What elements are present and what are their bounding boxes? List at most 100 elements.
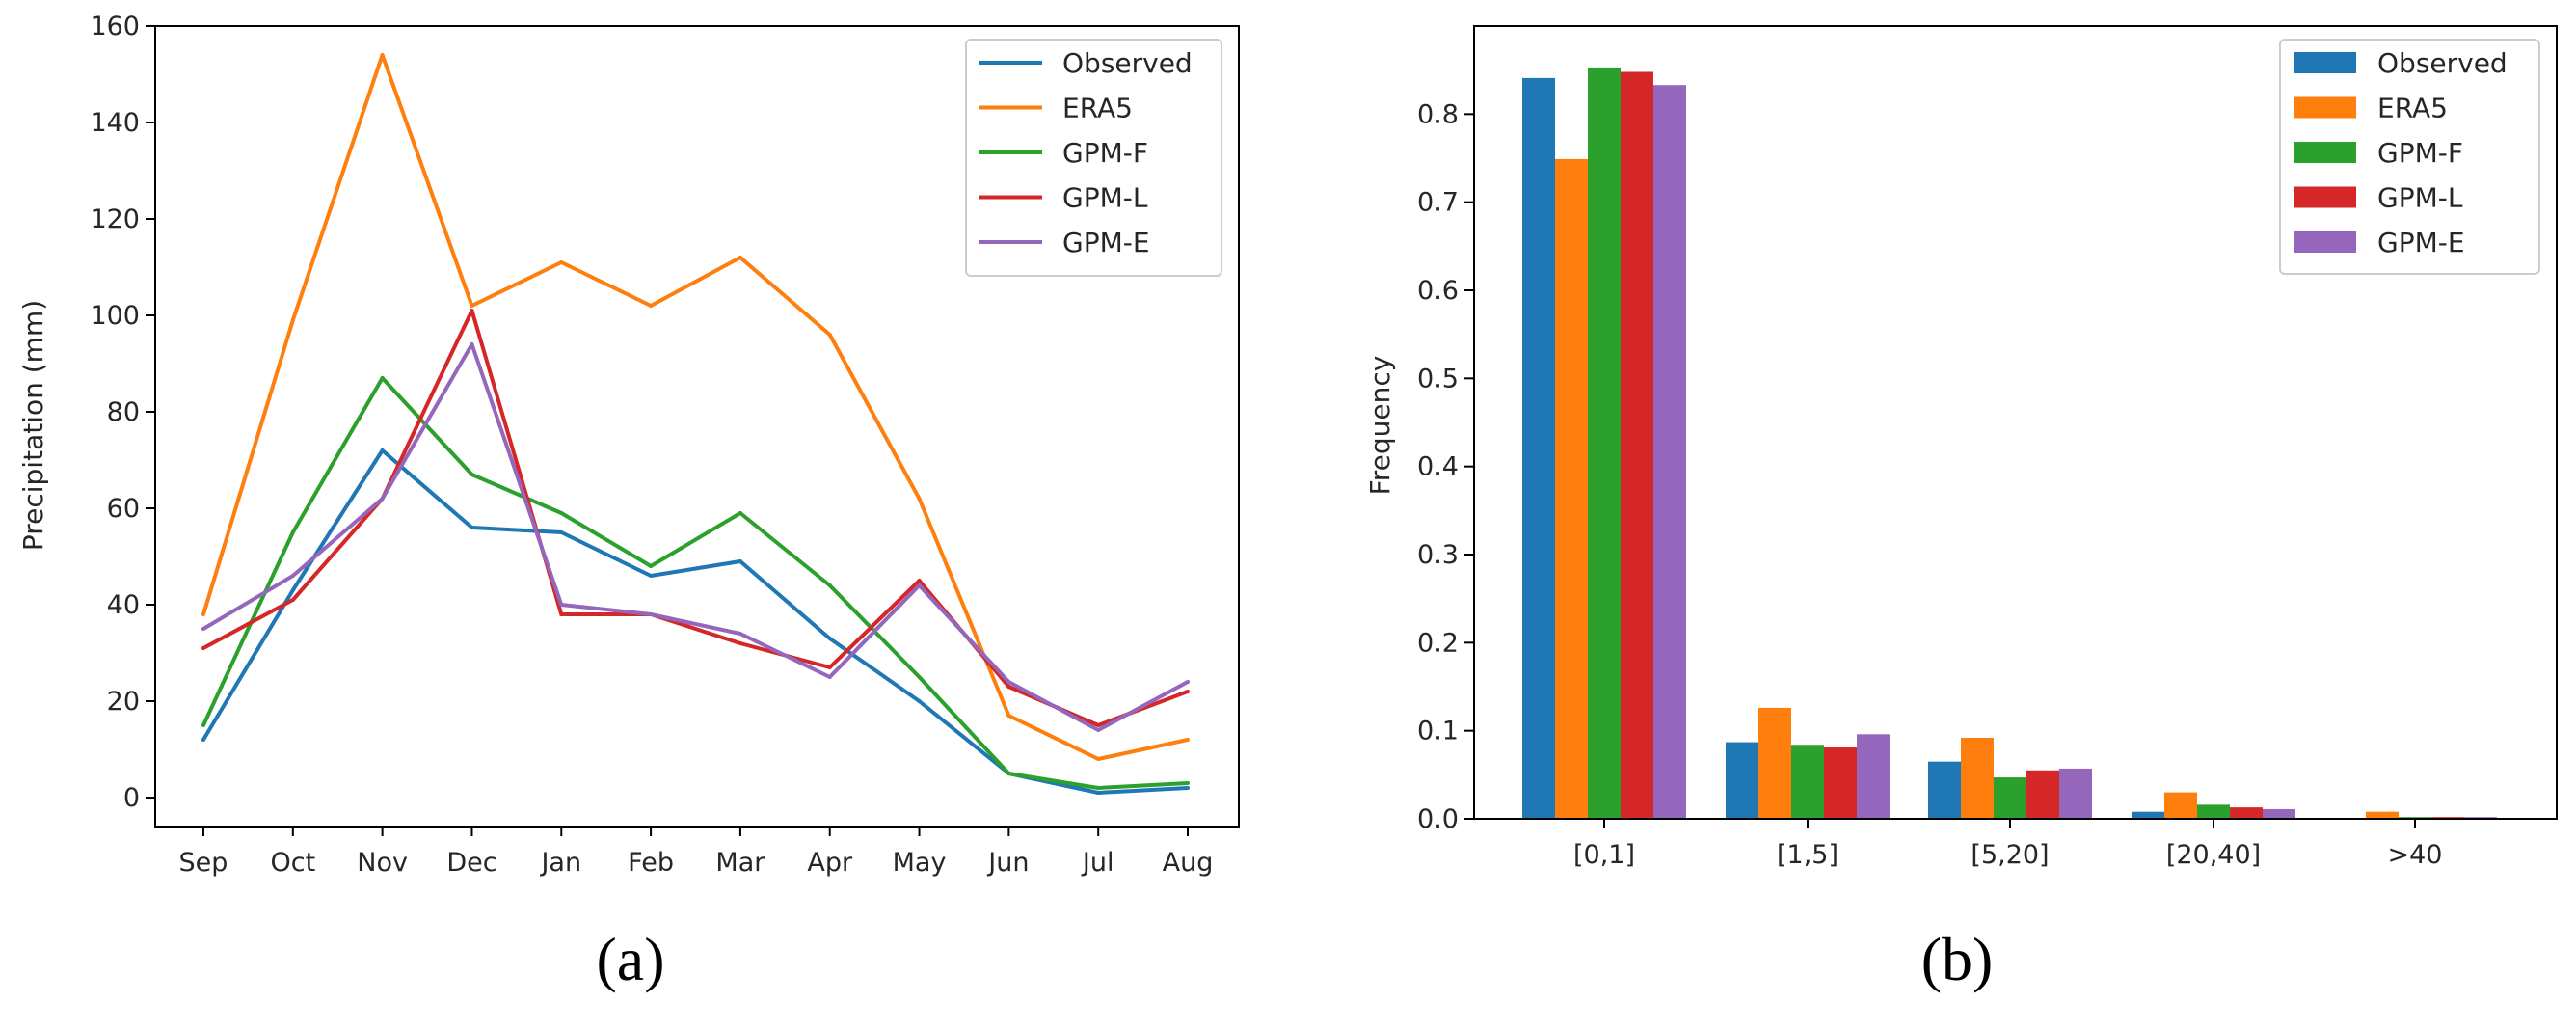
chart-b-legend-swatch <box>2294 52 2356 73</box>
chart-a-x-tick-label: May <box>893 848 947 878</box>
chart-b-legend-swatch <box>2294 96 2356 119</box>
chart-a-x-tick-label: Jul <box>1081 848 1114 878</box>
chart-b-y-tick-label: 0.8 <box>1417 99 1459 129</box>
chart-b-y-axis: 0.0 0.1 0.2 0.3 0.4 0.5 0.6 0.7 0.8 <box>1417 99 1474 834</box>
chart-a-line-chart: Precipitation (mm) 0 20 40 60 80 100 120 140 160… <box>17 12 1240 993</box>
chart-a-point-gpm-f <box>559 511 564 515</box>
chart-b-series-gpm-f <box>1588 67 2431 820</box>
chart-b-bar-gpm-l-5-20 <box>2026 770 2059 819</box>
chart-a-point-observed <box>201 738 205 742</box>
chart-a-point-era5 <box>380 53 385 57</box>
chart-a-point-observed <box>380 448 385 452</box>
chart-a-x-tick-label: Nov <box>357 848 408 878</box>
chart-a-point-gpm-e <box>559 603 564 607</box>
chart-a-point-gpm-e <box>738 632 742 636</box>
chart-b-legend-label: ERA5 <box>2377 93 2448 124</box>
chart-a-x-tick-label: Apr <box>807 848 853 878</box>
chart-b-series-gpm-l <box>1621 71 2464 819</box>
chart-a-point-era5 <box>201 612 205 616</box>
chart-b-legend-entry: Observed <box>2294 47 2508 79</box>
chart-a-x-axis: Sep Oct Nov Dec Jan Feb Mar Apr May Jun Jul Aug <box>179 827 1213 878</box>
chart-b-x-tick-label: >40 <box>2388 840 2443 870</box>
chart-a-point-era5 <box>827 333 832 337</box>
chart-a-point-gpm-e <box>201 627 205 631</box>
chart-b-bar-gpm-f-20-40 <box>2197 804 2230 819</box>
chart-b-axes-frame <box>1473 25 2558 820</box>
chart-a-legend-label: GPM-L <box>1062 182 1148 214</box>
chart-a-y-tick-label: 160 <box>90 12 140 41</box>
chart-a-series-gpm-e <box>201 342 1190 732</box>
chart-a-series-gpm-f <box>201 376 1190 790</box>
chart-a-point-gpm-l <box>1096 723 1101 727</box>
chart-b-bar-gpm-l-20-40 <box>2230 807 2263 819</box>
chart-a-point-era5 <box>1186 738 1190 742</box>
chart-a-point-gpm-l <box>1006 685 1011 689</box>
chart-b-y-tick-label: 0.5 <box>1417 364 1459 393</box>
chart-b-legend-entry: GPM-L <box>2294 182 2463 214</box>
chart-a-series-gpm-l <box>201 309 1190 727</box>
chart-b-bar-era5-5-20 <box>1961 737 1994 819</box>
chart-a-legend-entry: ERA5 <box>979 93 1133 124</box>
chart-a-point-gpm-f <box>1186 781 1190 785</box>
chart-a-line-gpm-l <box>202 309 1189 727</box>
chart-a-point-gpm-l <box>738 641 742 645</box>
chart-a-point-gpm-f <box>201 723 205 727</box>
chart-a-x-tick-label: Mar <box>715 848 765 878</box>
chart-b-series-era5 <box>1555 158 2399 819</box>
chart-a-x-tick-label: Jun <box>986 848 1029 878</box>
chart-b-y-tick-label: 0.7 <box>1417 188 1459 218</box>
chart-a-point-gpm-f <box>738 511 742 515</box>
chart-a-point-gpm-f <box>649 564 654 568</box>
chart-a-legend-entry: GPM-E <box>979 227 1150 258</box>
chart-b-legend-swatch <box>2294 186 2356 208</box>
chart-b-bar-era5-40 <box>2366 811 2399 819</box>
chart-a-point-observed <box>470 526 474 529</box>
chart-a-series-observed <box>201 448 1190 795</box>
chart-a-point-gpm-l <box>917 579 922 583</box>
chart-b-y-tick-label: 0.4 <box>1417 452 1459 482</box>
chart-b-bar-gpm-e-0-1 <box>1653 85 1686 819</box>
chart-a-legend: Observed ERA5 GPM-F GPM-L GPM-E <box>965 39 1222 277</box>
chart-b-x-tick-label: [20,40] <box>2166 840 2261 870</box>
chart-a-point-gpm-l <box>201 646 205 650</box>
chart-a-legend-label: GPM-E <box>1062 227 1150 258</box>
chart-b-bar-gpm-l-1-5 <box>1824 747 1857 819</box>
chart-b-bar-chart: Frequency 0.0 0.1 0.2 0.3 0.4 0.5 0.6 0.7 0.8 [0… <box>1364 25 2558 993</box>
chart-b-x-tick-label: [5,20] <box>1971 840 2049 870</box>
chart-a-point-gpm-l <box>290 598 295 602</box>
chart-b-legend: Observed ERA5 GPM-F GPM-L GPM-E <box>2279 39 2540 275</box>
chart-a-point-gpm-e <box>1006 680 1011 684</box>
chart-a-legend-label: Observed <box>1062 47 1193 79</box>
chart-a-point-era5 <box>917 497 922 501</box>
chart-a-line-era5 <box>201 53 1189 761</box>
chart-b-bar-observed-0-1 <box>1522 77 1555 820</box>
chart-b-x-tick-label: [0,1] <box>1573 840 1635 870</box>
chart-a-point-gpm-e <box>917 583 922 587</box>
chart-a-point-gpm-e <box>470 342 474 346</box>
chart-b-bar-era5-1-5 <box>1758 707 1791 819</box>
chart-a-point-observed <box>1186 786 1190 790</box>
chart-b-x-axis: [0,1] [1,5] [5,20] [20,40] >40 <box>1573 819 2443 870</box>
chart-a-line-gpm-e <box>201 342 1189 732</box>
chart-a-y-tick-label: 40 <box>107 590 140 620</box>
chart-b-bar-gpm-e-1-5 <box>1857 734 1890 819</box>
chart-a-point-gpm-e <box>380 497 385 501</box>
chart-a-legend-entry: Observed <box>979 47 1193 79</box>
chart-a-point-observed <box>1096 791 1101 795</box>
chart-a-point-era5 <box>470 304 474 308</box>
chart-b-legend-entry: GPM-E <box>2294 227 2465 258</box>
chart-a-legend-label: ERA5 <box>1062 93 1133 124</box>
chart-a-point-era5 <box>738 256 742 259</box>
chart-a-x-tick-label: Jan <box>539 848 581 878</box>
chart-b-bar-gpm-f-1-5 <box>1791 745 1824 819</box>
chart-b-series <box>1522 67 2497 820</box>
chart-a-point-gpm-f <box>1006 772 1011 775</box>
chart-a-legend-entry: GPM-F <box>979 137 1148 169</box>
chart-b-bar-gpm-l-0-1 <box>1621 71 1653 819</box>
chart-b-bar-gpm-e-20-40 <box>2263 808 2295 819</box>
chart-a-point-gpm-e <box>1096 728 1101 732</box>
chart-a-point-gpm-f <box>470 473 474 476</box>
chart-a-point-gpm-f <box>827 583 832 587</box>
chart-a-point-observed <box>827 637 832 640</box>
